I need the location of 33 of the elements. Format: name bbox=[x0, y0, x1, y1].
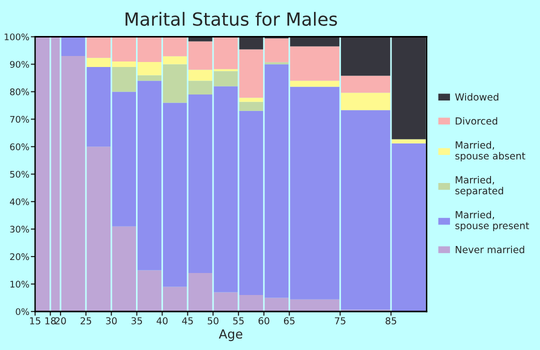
x-tick-label: 50 bbox=[208, 317, 218, 324]
y-tick-label: 30% bbox=[10, 226, 30, 233]
legend-label: Never married bbox=[456, 246, 524, 254]
x-tick-label: 18 bbox=[45, 317, 56, 324]
x-tick-label: 60 bbox=[258, 317, 270, 324]
y-tick-label: 100% bbox=[4, 33, 30, 40]
x-tick-label: 30 bbox=[106, 317, 117, 324]
y-tick-label: 90% bbox=[10, 60, 30, 68]
x-tick-label: 45 bbox=[182, 317, 193, 324]
legend-label: Widowed bbox=[455, 93, 498, 101]
x-tick-label: 20 bbox=[55, 317, 66, 324]
x-tick-label: 25 bbox=[80, 317, 92, 324]
y-tick-label: 0% bbox=[16, 308, 30, 316]
y-tick-label: 10% bbox=[10, 280, 30, 288]
x-tick-label: 15 bbox=[30, 317, 40, 324]
chart-title: Marital Status for Males bbox=[126, 12, 337, 26]
x-tick-label: 55 bbox=[233, 317, 244, 324]
x-tick-label: 40 bbox=[156, 317, 168, 324]
y-tick-label: 60% bbox=[10, 143, 30, 150]
x-tick-label: 85 bbox=[386, 317, 396, 324]
x-tick-label: 65 bbox=[284, 317, 295, 324]
y-tick-label: 50% bbox=[10, 170, 30, 178]
y-tick-label: 70% bbox=[10, 116, 30, 123]
legend-label: Divorced bbox=[456, 117, 498, 125]
x-tick-label: 75 bbox=[334, 317, 346, 324]
legend-label: Married, spouse present bbox=[455, 210, 530, 232]
x-axis-title: Age bbox=[218, 329, 242, 342]
x-tick-label: 35 bbox=[132, 317, 142, 324]
y-tick-label: 40% bbox=[10, 198, 30, 206]
legend-label: Married, spouse absent bbox=[455, 141, 526, 162]
legend-label: Married, separated bbox=[455, 176, 504, 196]
y-tick-label: 20% bbox=[10, 253, 30, 260]
y-tick-label: 80% bbox=[10, 88, 30, 96]
